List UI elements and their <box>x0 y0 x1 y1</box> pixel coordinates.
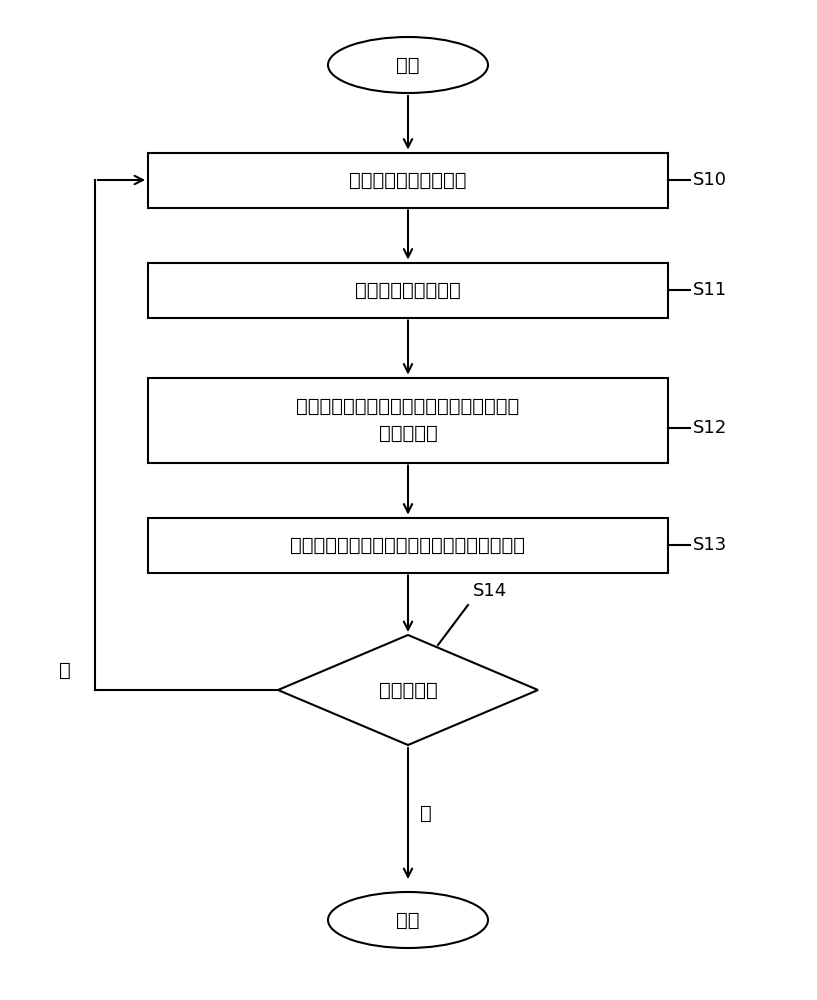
Text: 截取使用者的脸部影像: 截取使用者的脸部影像 <box>349 170 467 190</box>
Text: 开始: 开始 <box>396 55 420 75</box>
Ellipse shape <box>328 37 488 93</box>
FancyBboxPatch shape <box>148 152 668 208</box>
Text: 依据脸部影像与平滑影像之间的差异产生表
皮变化影像: 依据脸部影像与平滑影像之间的差异产生表 皮变化影像 <box>297 397 520 443</box>
FancyBboxPatch shape <box>148 262 668 318</box>
Text: 是: 是 <box>420 804 431 823</box>
FancyBboxPatch shape <box>148 377 668 462</box>
Text: S10: S10 <box>693 171 727 189</box>
Text: 结束: 结束 <box>396 910 420 930</box>
Text: 执行第一平滑化处理: 执行第一平滑化处理 <box>355 280 461 300</box>
Polygon shape <box>278 635 538 745</box>
Text: 否: 否 <box>59 661 71 680</box>
Text: S13: S13 <box>693 536 727 554</box>
Text: 对表皮变化影像的检测区域执行瑕疵检测处理: 对表皮变化影像的检测区域执行瑕疵检测处理 <box>291 536 525 554</box>
Text: S11: S11 <box>693 281 727 299</box>
Text: S12: S12 <box>693 419 727 437</box>
Text: 停止检测？: 停止检测？ <box>378 680 437 700</box>
FancyBboxPatch shape <box>148 518 668 572</box>
Ellipse shape <box>328 892 488 948</box>
Text: S14: S14 <box>473 582 507 600</box>
